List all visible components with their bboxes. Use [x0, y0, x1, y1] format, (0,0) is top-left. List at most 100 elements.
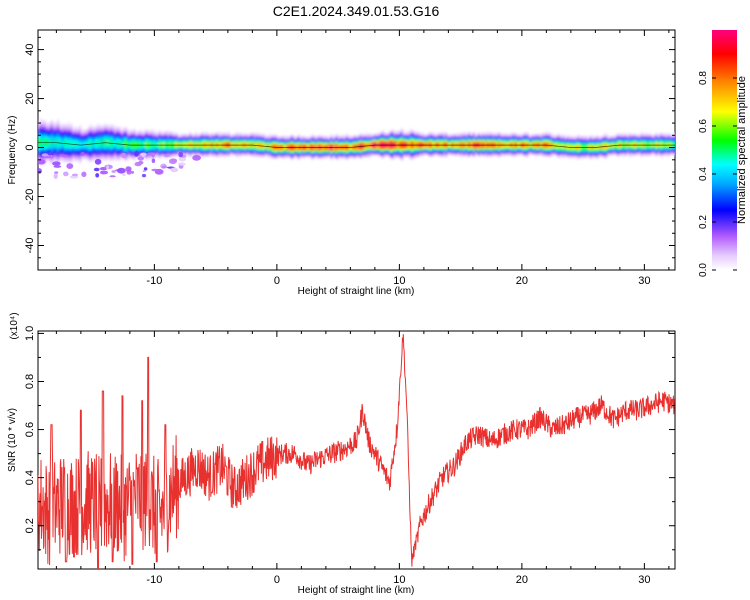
heatmap-cell: [67, 128, 70, 131]
heatmap-cell: [431, 149, 435, 152]
heatmap-cell: [286, 148, 289, 151]
heatmap-cell: [182, 135, 185, 138]
heatmap-cell: [276, 136, 279, 139]
heatmap-cell: [102, 125, 105, 128]
heatmap-cell: [414, 138, 417, 141]
heatmap-cell: [114, 154, 117, 157]
heatmap-cell: [49, 147, 52, 150]
heatmap-cell: [74, 136, 77, 139]
heatmap-cell: [104, 151, 107, 154]
heatmap-cell: [261, 147, 264, 150]
heatmap-cell: [71, 156, 74, 159]
heatmap-cell: [317, 145, 320, 148]
heatmap-cell: [118, 149, 121, 152]
heatmap-cell: [430, 149, 433, 152]
heatmap-cell: [326, 142, 329, 145]
heatmap-cell: [136, 140, 139, 143]
heatmap-cell: [120, 146, 123, 149]
heatmap-cell: [405, 140, 408, 143]
heatmap-cell: [418, 149, 421, 152]
heatmap-cell: [255, 133, 258, 136]
heatmap-cell: [62, 139, 66, 142]
heatmap-cell: [62, 158, 66, 161]
heatmap-cell: [102, 147, 105, 150]
heatmap-cell: [48, 137, 51, 140]
heatmap-cell: [362, 155, 365, 158]
heatmap-cell: [323, 145, 326, 148]
heatmap-cell: [139, 135, 142, 138]
heatmap-cell: [246, 145, 249, 148]
heatmap-cell: [105, 131, 108, 134]
heatmap-cell: [67, 122, 70, 125]
heatmap-cell: [286, 151, 289, 154]
heatmap-cell: [243, 139, 246, 142]
heatmap-cell: [214, 134, 217, 137]
heatmap-cell: [346, 134, 349, 137]
heatmap-cell: [298, 144, 301, 147]
heatmap-cell: [340, 145, 343, 148]
heatmap-cell: [183, 149, 186, 153]
heatmap-cell: [199, 137, 202, 140]
heatmap-cell: [55, 122, 58, 125]
heatmap-cell: [277, 141, 280, 144]
heatmap-cell: [127, 139, 130, 142]
heatmap-cell: [383, 135, 386, 138]
heatmap-cell: [82, 144, 85, 147]
heatmap-cell: [65, 128, 68, 131]
heatmap-cell: [334, 135, 338, 138]
heatmap-cell: [329, 153, 332, 156]
heatmap-cell: [62, 149, 66, 152]
heatmap-cell: [411, 147, 414, 150]
heatmap-cell: [83, 148, 86, 151]
heatmap-cell: [293, 155, 296, 158]
heatmap-cell: [267, 145, 270, 148]
heatmap-cell: [201, 154, 204, 157]
heatmap-cell: [179, 141, 182, 145]
heatmap-cell: [155, 132, 158, 135]
heatmap-cell: [52, 142, 55, 145]
heatmap-cell: [170, 150, 173, 153]
heatmap-cell: [124, 150, 127, 153]
heatmap-cell: [64, 141, 67, 145]
heatmap-cell: [190, 149, 193, 152]
heatmap-cell: [49, 160, 52, 163]
heatmap-cell: [440, 147, 443, 151]
heatmap-cell: [68, 143, 71, 146]
heatmap-cell: [414, 134, 417, 137]
heatmap-cell: [74, 133, 77, 136]
heatmap-cell: [92, 133, 95, 136]
heatmap-cell: [237, 146, 240, 149]
heatmap-cell: [412, 130, 415, 133]
heatmap-cell: [276, 142, 279, 145]
heatmap-cell: [108, 147, 111, 150]
heatmap-cell: [152, 134, 155, 138]
heatmap-cell: [318, 140, 321, 143]
heatmap-cell: [121, 133, 124, 136]
heatmap-cell: [85, 148, 88, 151]
heatmap-cell: [318, 148, 321, 151]
heatmap-cell: [46, 131, 49, 134]
heatmap-cell: [379, 132, 382, 135]
heatmap-cell: [127, 151, 130, 154]
heatmap-cell: [96, 155, 99, 158]
heatmap-cell: [283, 148, 286, 151]
heatmap-cell: [330, 134, 333, 137]
heatmap-cell: [352, 147, 355, 150]
heatmap-cell: [79, 130, 82, 133]
heatmap-cell: [135, 148, 138, 151]
heatmap-cell: [60, 149, 63, 152]
heatmap-cell: [68, 128, 71, 131]
heatmap-cell: [39, 131, 42, 134]
heatmap-cell: [85, 132, 88, 135]
heatmap-cell: [77, 158, 80, 161]
heatmap-cell: [307, 142, 310, 145]
heatmap-cell: [312, 136, 315, 139]
heatmap-cell: [168, 136, 171, 139]
heatmap-cell: [404, 135, 407, 138]
heatmap-cell: [408, 154, 411, 157]
heatmap-cell: [420, 143, 423, 146]
heatmap-cell: [295, 145, 298, 149]
heatmap-cell: [427, 136, 430, 139]
heatmap-cell: [280, 149, 283, 152]
heatmap-cell: [452, 148, 455, 151]
